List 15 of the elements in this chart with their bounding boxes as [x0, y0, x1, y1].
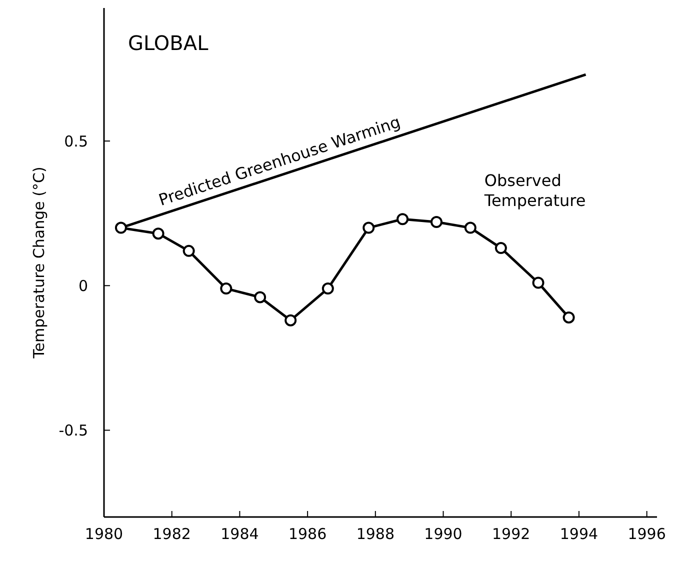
x-tick-label: 1994 [560, 525, 598, 543]
x-tick-label: 1996 [628, 525, 666, 543]
text: GLOBAL [128, 31, 210, 55]
x-tick-label: 1988 [356, 525, 395, 543]
y-tick-label: 0.5 [64, 132, 88, 150]
y-tick-label: -0.5 [58, 421, 88, 440]
x-tick-label: 1980 [84, 525, 124, 543]
x-tick-label: 1982 [152, 525, 191, 543]
x-tick-label: 1986 [288, 525, 327, 543]
x-tick-label: 1990 [424, 525, 462, 543]
y-axis-title: Temperature Change (°C) [30, 166, 48, 360]
x-tick-label: 1984 [220, 525, 259, 543]
y-tick-label: 0 [78, 276, 88, 295]
series-label: Observed Temperature [483, 170, 586, 210]
x-tick-label: 1992 [492, 525, 530, 543]
